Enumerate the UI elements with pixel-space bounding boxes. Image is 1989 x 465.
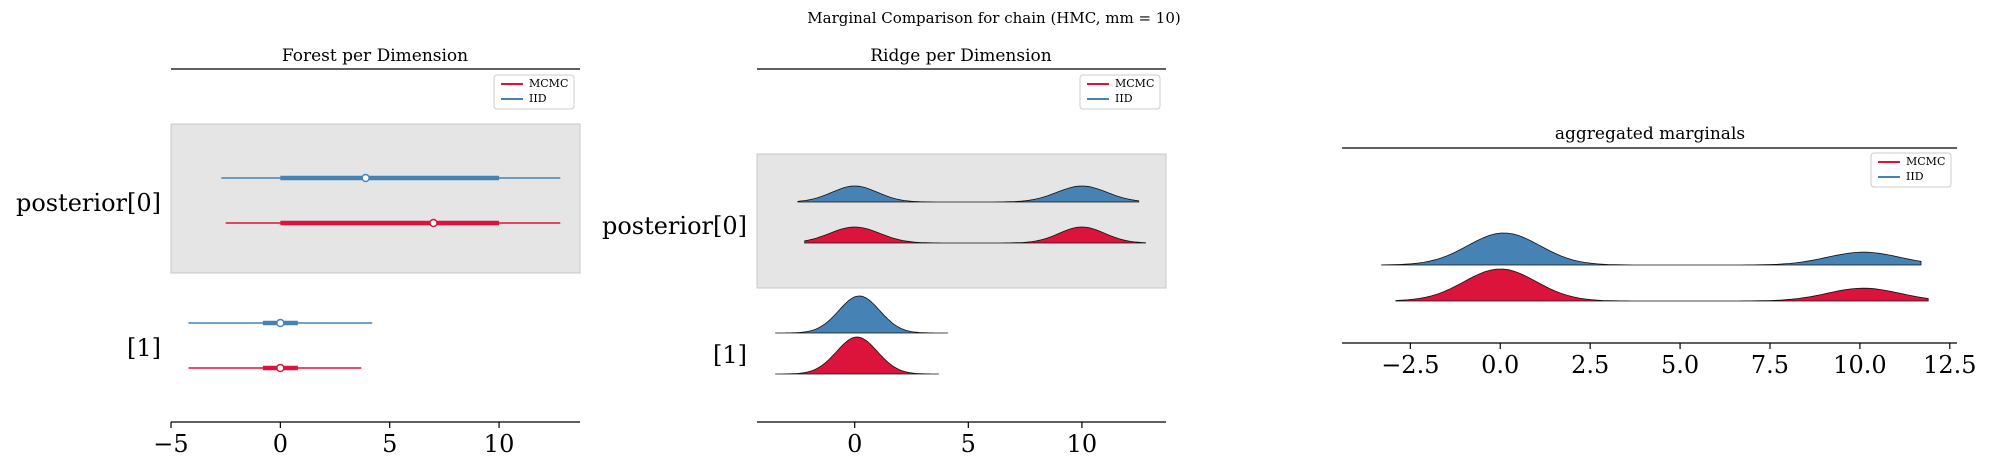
forest-x-ticks: −5 0 5 10 [153, 422, 514, 458]
forest-mcmc-row0-point [429, 218, 438, 228]
ridge-x-ticks: 0 5 10 [847, 422, 1097, 458]
agg-panel: aggregated marginals MCMC IID −2.5 0.0 2.5… [1342, 124, 1977, 379]
forest-legend-iid-label: IID [529, 92, 547, 105]
ridge-mcmc-row1-density [775, 336, 939, 375]
forest-tick-label: 5 [382, 430, 397, 458]
ridge-band-posterior0 [756, 153, 1167, 289]
ridge-row-label-posterior0: posterior[0] [602, 212, 747, 240]
forest-tick-label: 0 [273, 430, 288, 458]
agg-mcmc-density [1395, 268, 1929, 302]
forest-title: Forest per Dimension [282, 46, 468, 66]
ridge-title: Ridge per Dimension [870, 46, 1052, 66]
forest-row-label-1: [1] [127, 334, 161, 362]
agg-tick-label: 12.5 [1923, 351, 1976, 379]
forest-mcmc-row1-point [276, 363, 285, 373]
forest-tick-label: −5 [153, 430, 188, 458]
forest-panel: Forest per Dimension MCMC IID posterior[… [16, 46, 581, 458]
agg-tick-label: 10.0 [1833, 351, 1886, 379]
ridge-marks [775, 185, 1146, 375]
ridge-mcmc-row0-density [804, 226, 1146, 244]
agg-tick-label: 5.0 [1661, 351, 1699, 379]
ridge-row-label-1: [1] [713, 341, 747, 369]
agg-tick-label: 7.5 [1751, 351, 1789, 379]
forest-row-label-posterior0: posterior[0] [16, 189, 161, 217]
ridge-iid-row0-density [797, 185, 1140, 203]
forest-marks [188, 173, 561, 373]
forest-legend: MCMC IID [493, 74, 575, 110]
agg-tick-label: 0.0 [1481, 351, 1519, 379]
agg-x-ticks: −2.5 0.0 2.5 5.0 7.5 10.0 12.5 [1381, 343, 1977, 379]
forest-iid-row1-point [276, 318, 285, 328]
agg-tick-label: 2.5 [1571, 351, 1609, 379]
agg-iid-density [1381, 232, 1922, 266]
ridge-legend: MCMC IID [1079, 74, 1161, 110]
agg-tick-label: −2.5 [1381, 351, 1439, 379]
figure-suptitle: Marginal Comparison for chain (HMC, mm =… [807, 9, 1180, 27]
agg-title: aggregated marginals [1555, 124, 1745, 144]
agg-legend-mcmc-label: MCMC [1906, 155, 1945, 168]
ridge-tick-label: 0 [847, 430, 862, 458]
agg-marks [1381, 232, 1929, 302]
forest-iid-row0-point [361, 173, 370, 183]
forest-legend-mcmc-label: MCMC [529, 77, 568, 90]
ridge-tick-label: 10 [1067, 430, 1098, 458]
ridge-tick-label: 5 [961, 430, 976, 458]
ridge-iid-row1-density [775, 295, 948, 334]
ridge-legend-iid-label: IID [1115, 92, 1133, 105]
forest-tick-label: 10 [484, 430, 515, 458]
agg-legend-iid-label: IID [1906, 170, 1924, 183]
agg-legend: MCMC IID [1870, 152, 1952, 188]
ridge-legend-mcmc-label: MCMC [1115, 77, 1154, 90]
ridge-panel: Ridge per Dimension MCMC IID posterior[0… [602, 46, 1167, 458]
forest-band-posterior0 [170, 123, 581, 274]
